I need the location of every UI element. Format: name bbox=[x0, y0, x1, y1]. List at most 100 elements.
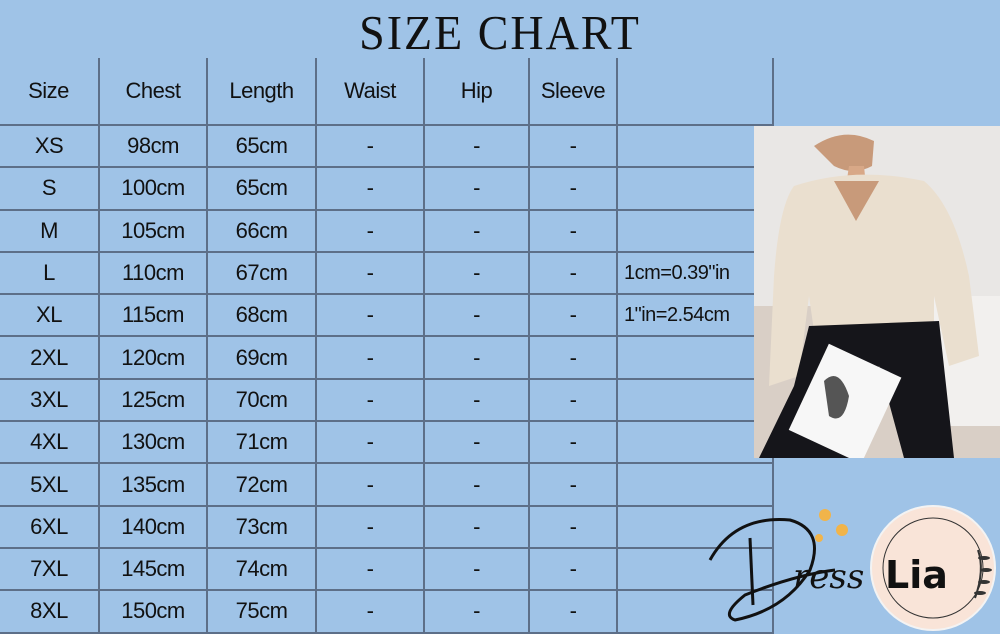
table-cell: 65cm bbox=[206, 123, 317, 169]
table-cell bbox=[616, 462, 774, 507]
table-cell bbox=[616, 420, 774, 465]
table-cell: - bbox=[528, 546, 618, 592]
table-row: S 100cm 65cm - - - bbox=[0, 166, 774, 211]
table-cell: 110cm bbox=[98, 250, 208, 296]
table-cell: 75cm bbox=[206, 589, 317, 634]
table-cell: - bbox=[528, 462, 618, 507]
table-cell: - bbox=[315, 208, 425, 253]
table-cell: - bbox=[528, 420, 618, 465]
table-cell: XS bbox=[0, 123, 100, 169]
table-cell bbox=[616, 546, 774, 592]
table-cell: 100cm bbox=[98, 166, 208, 211]
table-cell: - bbox=[423, 504, 530, 549]
table-cell bbox=[616, 123, 774, 169]
table-cell: - bbox=[528, 166, 618, 211]
dresslia-logo: ress Lia bbox=[708, 505, 996, 631]
column-header: Length bbox=[206, 58, 317, 126]
size-table: Size Chest Length Waist Hip Sleeve XS 98cm 65cm -… bbox=[0, 58, 774, 634]
table-cell: - bbox=[315, 123, 425, 169]
table-cell: 135cm bbox=[98, 462, 208, 507]
table-cell: 66cm bbox=[206, 208, 317, 253]
table-cell: M bbox=[0, 208, 100, 253]
table-cell: - bbox=[528, 208, 618, 253]
table-row: 3XL 125cm 70cm - - - bbox=[0, 377, 774, 423]
table-cell bbox=[616, 208, 774, 253]
table-cell: - bbox=[528, 293, 618, 338]
table-cell: 68cm bbox=[206, 293, 317, 338]
column-header: Waist bbox=[315, 58, 425, 126]
table-cell: 73cm bbox=[206, 504, 317, 549]
table-cell: 130cm bbox=[98, 420, 208, 465]
table-cell: - bbox=[423, 123, 530, 169]
table-cell: 1"in=2.54cm bbox=[616, 293, 774, 338]
column-header: Size bbox=[0, 58, 100, 126]
table-cell: - bbox=[315, 293, 425, 338]
table-row: XL 115cm 68cm - - -1"in=2.54cm bbox=[0, 293, 774, 338]
table-cell: - bbox=[423, 462, 530, 507]
table-row: 4XL 130cm 71cm - - - bbox=[0, 420, 774, 465]
table-cell: 150cm bbox=[98, 589, 208, 634]
table-cell: - bbox=[423, 166, 530, 211]
svg-text:ress: ress bbox=[793, 557, 864, 597]
table-cell bbox=[616, 166, 774, 211]
table-cell bbox=[616, 589, 774, 634]
column-header bbox=[616, 58, 774, 126]
table-cell: 115cm bbox=[98, 293, 208, 338]
svg-text:Lia: Lia bbox=[885, 553, 948, 597]
table-cell: 8XL bbox=[0, 589, 100, 634]
table-cell: - bbox=[423, 420, 530, 465]
table-cell: 65cm bbox=[206, 166, 317, 211]
table-cell: 125cm bbox=[98, 377, 208, 423]
table-cell bbox=[616, 504, 774, 549]
table-cell: L bbox=[0, 250, 100, 296]
table-cell: 3XL bbox=[0, 377, 100, 423]
table-cell bbox=[616, 335, 774, 380]
table-cell: 120cm bbox=[98, 335, 208, 380]
table-cell: - bbox=[423, 293, 530, 338]
table-row: 5XL 135cm 72cm - - - bbox=[0, 462, 774, 507]
table-cell: - bbox=[423, 377, 530, 423]
table-cell: 70cm bbox=[206, 377, 317, 423]
table-cell: 67cm bbox=[206, 250, 317, 296]
table-row: XS 98cm 65cm - - - bbox=[0, 123, 774, 169]
table-cell: - bbox=[315, 504, 425, 549]
product-photo bbox=[754, 126, 1000, 458]
header-row: Size Chest Length Waist Hip Sleeve bbox=[0, 58, 774, 126]
table-cell: 98cm bbox=[98, 123, 208, 169]
column-header: Hip bbox=[423, 58, 530, 126]
table-cell: - bbox=[528, 123, 618, 169]
table-cell: XL bbox=[0, 293, 100, 338]
table-row: L 110cm 67cm - - -1cm=0.39"in bbox=[0, 250, 774, 296]
table-cell: - bbox=[423, 546, 530, 592]
table-cell: 145cm bbox=[98, 546, 208, 592]
table-cell: 105cm bbox=[98, 208, 208, 253]
table-row: 8XL 150cm 75cm - - - bbox=[0, 589, 774, 634]
table-cell: - bbox=[315, 546, 425, 592]
table-cell: - bbox=[315, 250, 425, 296]
table-cell bbox=[616, 377, 774, 423]
table-cell: - bbox=[423, 335, 530, 380]
table-cell: - bbox=[423, 250, 530, 296]
table-cell: 140cm bbox=[98, 504, 208, 549]
table-cell: 2XL bbox=[0, 335, 100, 380]
table-cell: - bbox=[528, 504, 618, 549]
column-header: Sleeve bbox=[528, 58, 618, 126]
table-row: 7XL 145cm 74cm - - - bbox=[0, 546, 774, 592]
table-cell: - bbox=[315, 420, 425, 465]
page-title: SIZE CHART bbox=[359, 5, 641, 60]
table-cell: - bbox=[315, 166, 425, 211]
table-row: 2XL 120cm 69cm - - - bbox=[0, 335, 774, 380]
table-cell: - bbox=[315, 462, 425, 507]
table-cell: - bbox=[528, 377, 618, 423]
table-row: M 105cm 66cm - - - bbox=[0, 208, 774, 253]
table-cell: - bbox=[423, 589, 530, 634]
table-cell: 6XL bbox=[0, 504, 100, 549]
table-cell: 69cm bbox=[206, 335, 317, 380]
table-cell: S bbox=[0, 166, 100, 211]
table-cell: 4XL bbox=[0, 420, 100, 465]
table-cell: 71cm bbox=[206, 420, 317, 465]
table-cell: - bbox=[528, 335, 618, 380]
table-cell: 72cm bbox=[206, 462, 317, 507]
table-cell: 7XL bbox=[0, 546, 100, 592]
table-cell: 5XL bbox=[0, 462, 100, 507]
